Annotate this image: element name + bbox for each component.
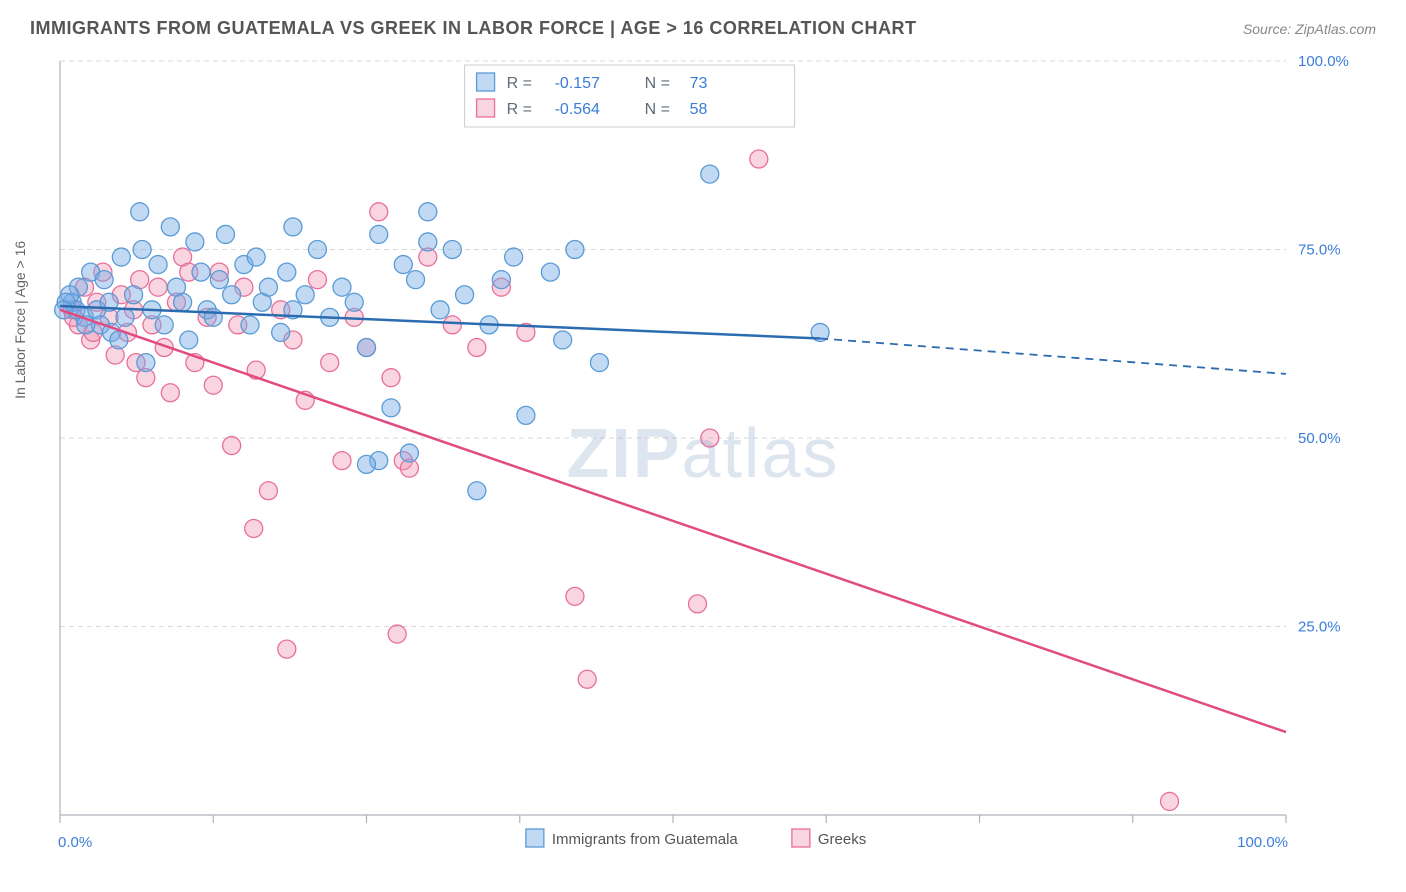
correlation-scatter-chart: 0.0% 100.0% 25.0% 50.0% 75.0% 100.0% R = -0.157…: [30, 55, 1376, 885]
svg-text:R =: R =: [507, 75, 532, 92]
svg-text:Immigrants from Guatemala: Immigrants from Guatemala: [552, 831, 739, 848]
chart-title: IMMIGRANTS FROM GUATEMALA VS GREEK IN LA…: [30, 18, 917, 39]
svg-text:75.0%: 75.0%: [1298, 242, 1341, 259]
svg-text:Greeks: Greeks: [818, 831, 866, 848]
chart-container: In Labor Force | Age > 16 0.0%100.0%25.0…: [30, 55, 1376, 885]
svg-text:100.0%: 100.0%: [1237, 834, 1288, 851]
svg-text:0.0%: 0.0%: [58, 834, 92, 851]
source-attribution: Source: ZipAtlas.com: [1243, 21, 1376, 37]
svg-text:N =: N =: [645, 75, 670, 92]
svg-text:100.0%: 100.0%: [1298, 55, 1349, 70]
svg-text:N =: N =: [645, 101, 670, 118]
svg-text:25.0%: 25.0%: [1298, 619, 1341, 636]
svg-text:50.0%: 50.0%: [1298, 430, 1341, 447]
svg-text:R =: R =: [507, 101, 532, 118]
svg-text:-0.564: -0.564: [555, 101, 600, 118]
y-axis-label: In Labor Force | Age > 16: [12, 241, 28, 399]
svg-text:73: 73: [690, 75, 708, 92]
svg-text:58: 58: [690, 101, 708, 118]
svg-text:-0.157: -0.157: [555, 75, 600, 92]
